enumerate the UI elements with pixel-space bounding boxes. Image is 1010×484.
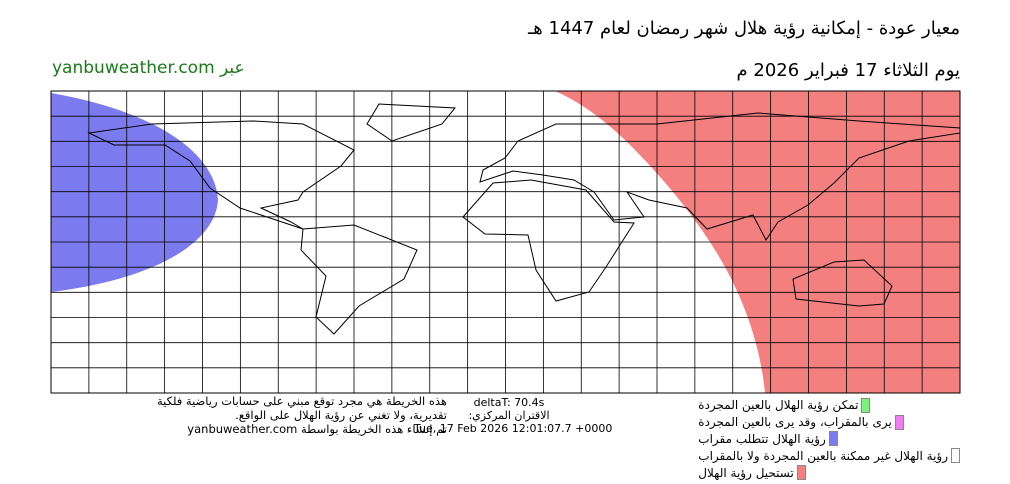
legend-swatch [828, 431, 838, 447]
legend-label: تستحيل رؤية الهلال [698, 465, 794, 480]
africa [462, 179, 635, 302]
legend-swatch [796, 465, 806, 481]
legend-label: رؤية الهلال غير ممكنة بالعين المجردة ولا… [698, 448, 948, 463]
australia [792, 259, 893, 307]
legend-swatch [894, 414, 904, 430]
south-america [300, 224, 418, 335]
calc-info: deltaT: 70.4s الاقتران المركزي: Tue, 17 … [414, 396, 613, 435]
legend-item: تمكن رؤية الهلال بالعين المجردة [698, 397, 960, 414]
delta-t: deltaT: 70.4s [473, 396, 545, 409]
north-america [87, 120, 355, 230]
date: يوم الثلاثاء 17 فبراير 2026 م [736, 60, 960, 81]
coastlines [87, 103, 961, 335]
legend-item: رؤية الهلال تتطلب مقراب [698, 431, 960, 448]
conjunction-label: الاقتران المركزي: [468, 409, 550, 422]
legend-item: رؤية الهلال غير ممكنة بالعين المجردة ولا… [698, 447, 960, 464]
legend-item: يرى بالمقراب، وقد يرى بالعين المجردة [698, 414, 960, 431]
conjunction-time: Tue, 17 Feb 2026 12:01:07.7 +0000 [414, 422, 613, 435]
note: تم إنشاء هذه الخريطة بواسطة yanbuweather… [187, 422, 447, 436]
note: هذه الخريطة هي مجرد توقع مبني على حسابات… [156, 394, 447, 408]
legend: تمكن رؤية الهلال بالعين المجردة يرى بالمق… [698, 397, 960, 481]
legend-label: رؤية الهلال تتطلب مقراب [698, 431, 826, 446]
legend-item: تستحيل رؤية الهلال [698, 464, 960, 481]
legend-swatch [861, 397, 871, 413]
map-frame [50, 90, 961, 394]
note: تقديرية، ولا تغني عن رؤية الهلال على الو… [235, 408, 447, 422]
legend-label: تمكن رؤية الهلال بالعين المجردة [698, 398, 859, 413]
eurasia [479, 112, 961, 241]
source: yanbuweather.com عبر [52, 58, 245, 78]
legend-swatch [951, 448, 960, 464]
legend-label: يرى بالمقراب، وقد يرى بالعين المجردة [698, 415, 892, 430]
greenland [366, 103, 457, 142]
title: معيار عودة - إمكانية رؤية هلال شهر رمضان… [528, 18, 960, 39]
notes: هذه الخريطة هي مجرد توقع مبني على حسابات… [157, 394, 447, 436]
